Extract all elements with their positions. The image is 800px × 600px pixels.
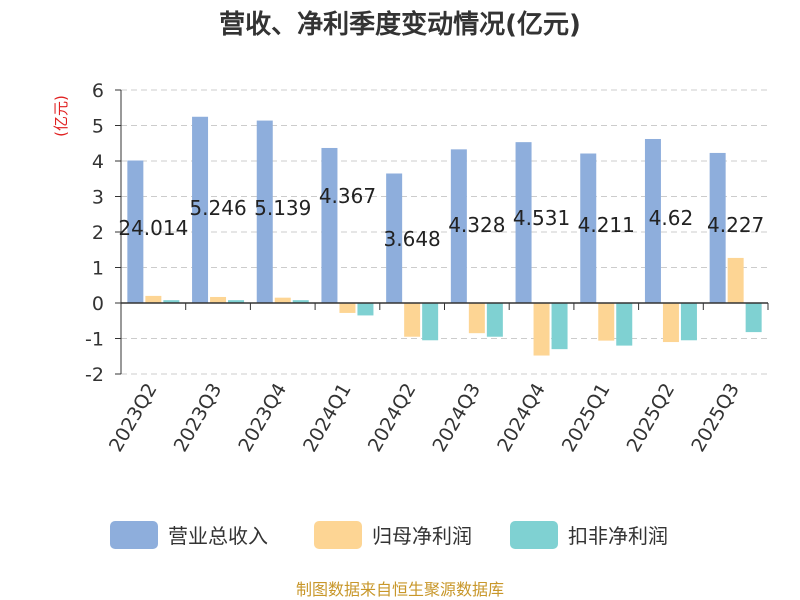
y-tick-label: 1 [92, 258, 104, 280]
x-tick-label: 2023Q4 [234, 380, 291, 456]
x-tick-label: 2024Q3 [428, 379, 485, 455]
x-tick-label: 2024Q2 [364, 380, 421, 456]
bar-non-gaap-profit[interactable] [163, 300, 180, 303]
x-tick-label: 2023Q3 [170, 380, 227, 456]
bar-revenue[interactable] [192, 116, 209, 303]
legend-label-non-gaap-profit: 扣非净利润 [568, 524, 668, 548]
bar-non-gaap-profit[interactable] [551, 303, 568, 350]
x-tick-label: 2024Q1 [299, 380, 356, 456]
data-label: 4.367 [319, 184, 376, 208]
y-tick-label: -1 [85, 329, 104, 351]
y-tick-label: 6 [92, 80, 104, 102]
bar-revenue[interactable] [386, 173, 403, 303]
data-label: 4.211 [578, 213, 635, 237]
bar-net-profit[interactable] [468, 303, 485, 334]
bar-net-profit[interactable] [727, 257, 744, 303]
bar-non-gaap-profit[interactable] [616, 303, 633, 346]
bar-net-profit[interactable] [339, 303, 356, 313]
bar-revenue[interactable] [580, 153, 597, 303]
data-label: 5.139 [254, 196, 311, 220]
bar-net-profit[interactable] [662, 303, 679, 343]
bar-net-profit[interactable] [145, 295, 162, 303]
y-tick-label: 5 [92, 116, 104, 138]
bar-revenue[interactable] [644, 138, 661, 303]
y-tick-label: 4 [92, 151, 104, 173]
bar-non-gaap-profit[interactable] [292, 300, 309, 303]
data-source-note: 制图数据来自恒生聚源数据库 [296, 580, 504, 599]
legend-label-revenue: 营业总收入 [168, 524, 268, 548]
bar-revenue[interactable] [515, 142, 532, 303]
bar-net-profit[interactable] [210, 296, 227, 303]
legend-item-revenue[interactable]: 营业总收入 [110, 521, 268, 549]
legend-item-non-gaap-profit[interactable]: 扣非净利润 [510, 521, 668, 549]
legend-swatch-non-gaap-profit [510, 521, 558, 549]
y-tick-label: 2 [92, 222, 104, 244]
y-tick-label: -2 [85, 364, 104, 386]
bar-non-gaap-profit[interactable] [228, 300, 245, 303]
bar-non-gaap-profit[interactable] [680, 303, 697, 341]
x-tick-label: 2025Q2 [623, 380, 680, 456]
bar-non-gaap-profit[interactable] [422, 303, 439, 341]
bar-revenue[interactable] [127, 160, 144, 303]
legend-swatch-revenue [110, 521, 158, 549]
legend: 营业总收入 归母净利润 扣非净利润 [110, 521, 668, 549]
bar-revenue[interactable] [450, 149, 467, 303]
bar-revenue[interactable] [321, 147, 338, 303]
data-label: 4.227 [707, 213, 764, 237]
x-tick-label: 2025Q1 [558, 380, 615, 456]
data-label: 4.531 [513, 206, 570, 230]
data-label: 24.014 [118, 216, 188, 240]
bar-non-gaap-profit[interactable] [486, 303, 503, 337]
legend-label-net-profit: 归母净利润 [372, 524, 472, 548]
bar-net-profit[interactable] [533, 303, 550, 356]
legend-swatch-net-profit [314, 521, 362, 549]
data-label: 4.328 [448, 213, 505, 237]
bar-non-gaap-profit[interactable] [745, 303, 762, 333]
bar-revenue[interactable] [709, 152, 726, 303]
bar-net-profit[interactable] [598, 303, 615, 341]
y-axis-unit-label: (亿元) [52, 95, 70, 137]
legend-item-net-profit[interactable]: 归母净利润 [314, 521, 472, 549]
chart-title: 营收、净利季度变动情况(亿元) [219, 9, 581, 40]
y-tick-label: 3 [92, 187, 104, 209]
bars [127, 116, 762, 356]
data-label: 5.246 [189, 196, 246, 220]
bar-net-profit[interactable] [404, 303, 421, 337]
y-tick-label: 0 [92, 293, 104, 315]
grid-lines: 6 5 4 3 2 1 0 -1 -2 [85, 80, 768, 386]
data-label: 4.62 [649, 206, 694, 230]
bar-non-gaap-profit[interactable] [357, 303, 374, 316]
x-tick-label: 2024Q4 [493, 380, 550, 456]
data-label: 3.648 [384, 227, 441, 251]
x-tick-label: 2025Q3 [687, 380, 744, 456]
bar-revenue[interactable] [256, 120, 273, 304]
x-tick-label: 2023Q2 [105, 380, 162, 456]
bar-net-profit[interactable] [274, 297, 291, 303]
